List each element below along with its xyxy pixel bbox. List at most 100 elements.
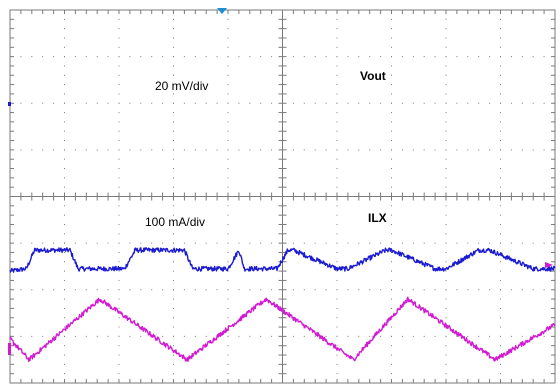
grid-dot <box>173 74 174 76</box>
grid-dot <box>336 56 338 58</box>
grid-dot <box>118 28 120 30</box>
grid-dot <box>401 289 403 291</box>
grid-dot <box>380 335 382 337</box>
grid-dot <box>456 56 458 58</box>
grid-dot <box>445 168 447 170</box>
grid-dot <box>53 242 55 244</box>
grid-dot <box>314 242 316 244</box>
grid-dot <box>500 270 501 272</box>
grid-dot <box>173 168 174 170</box>
grid-dot <box>336 93 338 95</box>
grid-dot <box>118 270 120 272</box>
grid-dot <box>173 46 174 48</box>
grid-dot <box>456 335 458 337</box>
grid-dot <box>173 223 174 225</box>
grid-dot <box>64 279 65 281</box>
grid-dot <box>64 112 65 114</box>
grid-dot <box>500 18 501 20</box>
grid-dot <box>532 56 534 58</box>
grid-dot <box>31 149 33 151</box>
grid-dot <box>500 65 501 67</box>
grid-dot <box>249 56 251 58</box>
grid-dot <box>118 18 120 20</box>
grid-dot <box>401 56 403 58</box>
grid-dot <box>162 102 164 104</box>
grid-dot <box>347 56 349 58</box>
grid-dot <box>445 37 447 39</box>
grid-dot <box>260 149 262 151</box>
grid-dot <box>173 149 174 151</box>
trace-labels: 20 mV/div Vout 100 mA/div ILX <box>145 69 387 229</box>
grid-dot <box>391 354 392 356</box>
grid-dot <box>74 242 76 244</box>
grid-dot <box>445 373 447 375</box>
grid-dot <box>314 56 316 58</box>
grid-dot <box>336 233 338 235</box>
grid-dot <box>118 65 120 67</box>
grid-dot <box>129 335 131 337</box>
grid-dot <box>510 289 512 291</box>
grid-dot <box>205 56 207 58</box>
grid-dot <box>543 56 545 58</box>
grid-dot <box>532 289 534 291</box>
grid-dot <box>227 84 229 86</box>
grid-dot <box>336 261 338 263</box>
grid-dot <box>521 289 523 291</box>
grid-dot <box>216 56 218 58</box>
grid-dot <box>369 56 371 58</box>
grid-dot <box>445 121 447 123</box>
grid-dot <box>467 56 469 58</box>
grid-dot <box>173 354 174 356</box>
grid-dot <box>336 223 338 225</box>
grid-dot <box>500 326 501 328</box>
grid-dot <box>369 102 371 104</box>
grid-dot <box>292 149 294 151</box>
grid-dot <box>173 205 174 207</box>
grid-dot <box>336 28 338 30</box>
grid-dot <box>227 298 229 300</box>
grid-dot <box>412 242 414 244</box>
grid-dot <box>216 242 218 244</box>
grid-dot <box>227 177 229 179</box>
grid-dot <box>500 84 501 86</box>
grid-dot <box>118 186 120 188</box>
grid-dot <box>500 37 501 39</box>
grid-dot <box>31 102 33 104</box>
grid-dot <box>543 289 545 291</box>
grid-dot <box>336 177 338 179</box>
grid-dot <box>118 223 120 225</box>
grid-dot <box>347 242 349 244</box>
grid-dot <box>434 56 436 58</box>
grid-dot <box>500 158 501 160</box>
grid-dot <box>227 261 229 263</box>
grid-dot <box>227 65 229 67</box>
grid-dot <box>391 298 392 300</box>
grid-dot <box>173 93 174 95</box>
grid-dot <box>391 242 392 244</box>
grid-dot <box>31 56 33 58</box>
grid-dot <box>118 140 120 142</box>
grid-dot <box>129 289 131 291</box>
grid-dot <box>118 345 120 347</box>
grid-dot <box>391 261 392 263</box>
grid-dot <box>173 261 174 263</box>
grid-dot <box>64 140 65 142</box>
grid-dot <box>391 363 392 365</box>
grid-dot <box>74 335 76 337</box>
grid-dot <box>336 251 338 253</box>
grid-dot <box>205 102 207 104</box>
grid-dot <box>96 102 98 104</box>
grid-dot <box>64 223 65 225</box>
grid-dot <box>500 56 501 58</box>
grid-dot <box>227 289 229 291</box>
grid-dot <box>85 335 87 337</box>
grid-dot <box>478 102 480 104</box>
grid-dot <box>303 56 305 58</box>
grid-dot <box>456 289 458 291</box>
grid-dot <box>162 242 164 244</box>
scope-markers <box>8 8 553 355</box>
grid-dot <box>64 46 65 48</box>
grid-dot <box>227 363 229 365</box>
grid-dot <box>336 354 338 356</box>
grid-dot <box>216 102 218 104</box>
